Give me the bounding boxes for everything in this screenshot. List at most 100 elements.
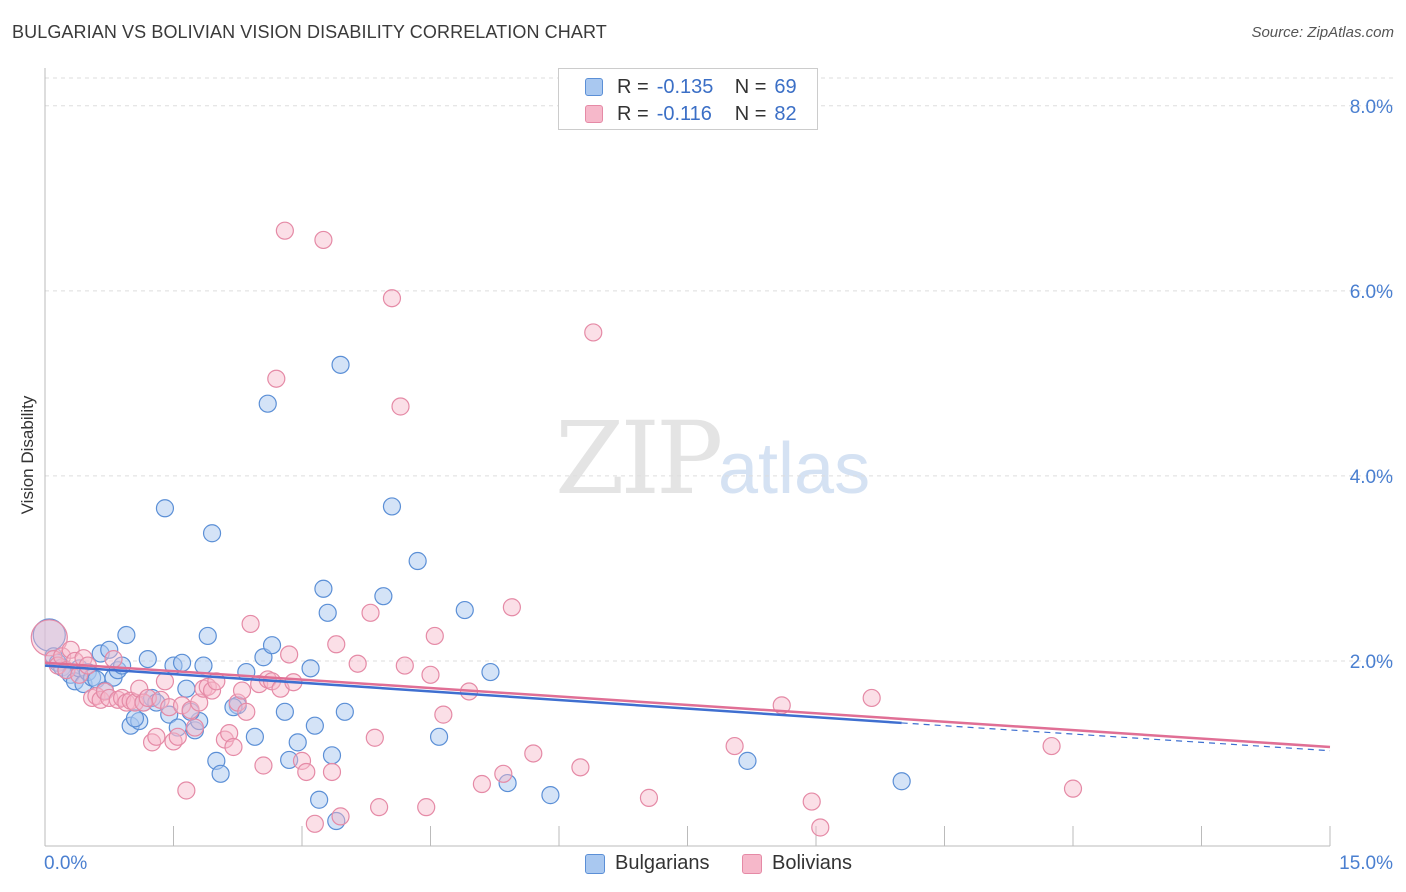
- legend-r-value: -0.116: [656, 102, 712, 125]
- bulgarian-point: [117, 625, 136, 645]
- legend-label-bulgarians: Bulgarians: [615, 852, 710, 874]
- legend-n-value: 82: [774, 102, 797, 125]
- bulgarian-point: [429, 727, 449, 746]
- bolivian-point: [502, 598, 521, 617]
- bolivian-point: [202, 681, 222, 700]
- legend-swatch-bolivians: [742, 853, 762, 874]
- bolivian-point: [811, 818, 830, 837]
- bolivian-point: [155, 672, 175, 691]
- bolivian-point: [425, 626, 444, 646]
- bolivian-point: [382, 289, 402, 308]
- bolivian-point: [571, 758, 590, 777]
- bulgarian-point: [198, 626, 217, 646]
- bulgarian-point: [275, 702, 294, 721]
- legend-r-label: R =: [617, 102, 649, 125]
- legend-r-value: -0.135: [656, 75, 714, 98]
- chart-title: BULGARIAN VS BOLIVIAN VISION DISABILITY …: [12, 22, 607, 42]
- bulgarian-point: [160, 705, 179, 724]
- bulgarian-point: [125, 709, 145, 728]
- bolivian-point: [177, 781, 196, 800]
- bolivian-point: [584, 323, 603, 342]
- bulgarian-trend-line: [44, 664, 902, 725]
- bulgarian-point: [498, 773, 517, 793]
- bulgarian-point: [408, 551, 427, 571]
- bolivian-point: [104, 649, 123, 669]
- bulgarian-point: [322, 746, 342, 765]
- bolivian-point: [421, 665, 440, 684]
- y-tick-label: 4.0%: [1350, 467, 1393, 488]
- bolivian-point: [280, 645, 299, 664]
- bolivian-point: [232, 681, 252, 700]
- bolivian-point: [348, 654, 367, 673]
- bolivian-trend-line: [44, 661, 1331, 749]
- bolivian-point: [30, 619, 68, 657]
- watermark-zip: ZIP: [555, 400, 723, 517]
- bulgarian-point: [738, 751, 757, 770]
- legend-swatch-bulgarians: [585, 78, 603, 96]
- bulgarian-point: [138, 649, 157, 669]
- bulgarian-point: [280, 750, 299, 770]
- source-label: Source: ZipAtlas.com: [1251, 24, 1394, 41]
- bolivian-point: [292, 751, 312, 770]
- bolivian-point: [190, 693, 209, 712]
- bolivian-point: [305, 814, 324, 833]
- bulgarian-trend-extension: [901, 722, 1331, 752]
- bulgarian-point: [301, 659, 320, 678]
- bolivian-point: [147, 727, 166, 746]
- legend-r-label: R =: [617, 75, 649, 98]
- bulgarian-point: [177, 679, 196, 698]
- legend-swatch-bolivians: [585, 105, 603, 123]
- bolivian-point: [241, 614, 260, 634]
- watermark-atlas: atlas: [718, 429, 871, 509]
- bolivian-point: [361, 603, 380, 622]
- bolivian-point: [639, 788, 659, 807]
- legend-item-bolivians[interactable]: Bolivians: [742, 852, 852, 875]
- bolivian-point: [224, 737, 243, 757]
- bulgarian-point: [155, 499, 175, 518]
- bolivian-point: [494, 764, 513, 783]
- legend-item-bulgarians[interactable]: Bulgarians: [585, 852, 710, 875]
- bulgarian-point: [318, 603, 337, 622]
- bulgarian-point: [314, 579, 333, 598]
- x-tick-label-min: 0.0%: [44, 853, 87, 874]
- bolivian-point: [237, 702, 256, 721]
- bolivian-point: [331, 807, 350, 826]
- bulgarian-point: [374, 587, 393, 606]
- bulgarian-point: [335, 702, 354, 721]
- correlation-legend: R = -0.135 N = 69 R = -0.116 N = 82: [558, 68, 818, 130]
- grid-lines: [45, 77, 1395, 662]
- bulgarian-point: [331, 355, 350, 374]
- y-tick-label: 6.0%: [1350, 282, 1393, 303]
- bulgarian-point: [310, 790, 329, 809]
- x-tick-label-max: 15.0%: [1339, 853, 1393, 874]
- bolivian-point: [365, 728, 384, 747]
- bolivian-point: [725, 736, 744, 756]
- legend-swatch-bulgarians: [585, 853, 605, 874]
- bolivian-point: [185, 718, 205, 737]
- bolivian-point: [327, 635, 346, 654]
- bulgarian-point: [305, 716, 324, 735]
- legend-row-bulgarians: R = -0.135 N = 69: [585, 75, 797, 99]
- bulgarian-point: [172, 653, 192, 672]
- bulgarian-point: [194, 656, 213, 675]
- bolivian-point: [434, 705, 453, 724]
- bolivian-point: [524, 744, 543, 763]
- bolivian-point: [314, 230, 333, 250]
- bolivian-point: [1042, 736, 1061, 756]
- bolivian-point: [417, 798, 436, 817]
- y-tick-label: 8.0%: [1350, 97, 1393, 118]
- bulgarian-point: [455, 600, 474, 620]
- bulgarian-point: [481, 662, 500, 682]
- trend-lines: [44, 661, 1331, 752]
- bolivian-point: [220, 724, 239, 743]
- bulgarian-points: [32, 355, 911, 831]
- bolivian-point: [267, 369, 286, 388]
- bolivian-point: [862, 688, 881, 708]
- y-tick-label: 2.0%: [1350, 652, 1393, 673]
- bulgarian-point: [258, 394, 277, 413]
- legend-row-bolivians: R = -0.116 N = 82: [585, 102, 797, 126]
- legend-n-label: N =: [734, 102, 767, 125]
- bolivian-point: [168, 727, 187, 746]
- bulgarian-point: [892, 772, 911, 791]
